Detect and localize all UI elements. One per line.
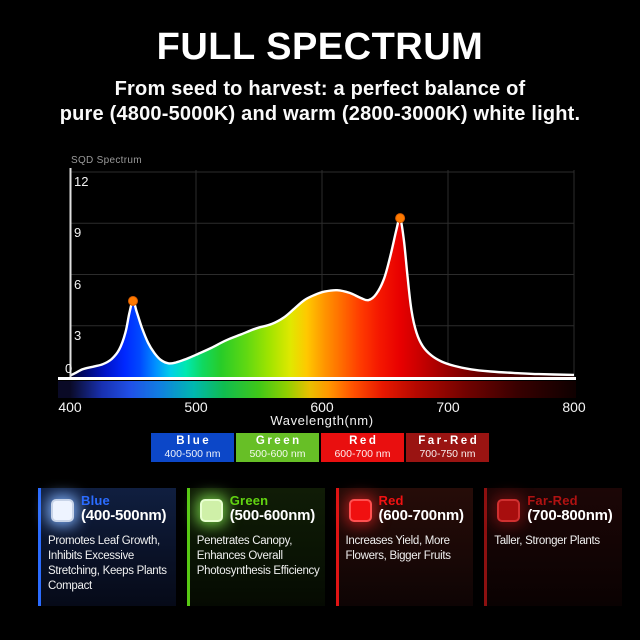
- chart-corner-label: SQD Spectrum: [71, 155, 142, 166]
- led-chip-icon: [497, 499, 521, 522]
- y-tick-label: 9: [74, 225, 82, 241]
- peak-marker: [395, 213, 406, 224]
- legend-band-blue: Blue 400-500 nm: [151, 433, 234, 462]
- page-title: FULL SPECTRUM: [156, 26, 484, 68]
- column-benefit-text: Taller, Stronger Plants: [494, 534, 600, 547]
- column-header: Far-Red (700-800nm): [494, 493, 619, 525]
- led-chip-icon: [348, 499, 372, 522]
- wavelength-legend-bar: Blue 400-500 nm Green 500-600 nm Red 600-700 …: [0, 433, 640, 462]
- benefit-column-far-red: Far-Red (700-800nm) Taller, Stronger Plant…: [484, 488, 622, 606]
- x-tick-label: 500: [184, 399, 208, 415]
- column-band-name: Blue: [81, 493, 110, 508]
- legend-band-range: 700-750 nm: [419, 448, 476, 461]
- column-benefit-text: Increases Yield, More Flowers, Bigger Fr…: [345, 534, 452, 562]
- legend-band-green: Green 500-600 nm: [236, 433, 319, 462]
- legend-band-name: Red: [349, 434, 379, 447]
- subtitle-line-1: From seed to harvest: a perfect balance …: [114, 78, 526, 100]
- x-axis-title: Wavelength(nm): [270, 413, 374, 428]
- legend-band-name: Blue: [176, 434, 212, 447]
- column-band-range: (400-500nm): [81, 507, 167, 525]
- legend-band-range: 600-700 nm: [334, 448, 391, 461]
- column-band-name: Far-Red: [527, 493, 578, 508]
- benefit-columns: Blue (400-500nm) Promotes Leaf Growth, Inh…: [38, 488, 622, 606]
- column-benefit-text: Promotes Leaf Growth, Inhibits Excessive…: [48, 534, 167, 592]
- led-chip-icon: [199, 499, 223, 522]
- spectrum-chart: [58, 168, 576, 398]
- y-tick-label: 6: [74, 276, 82, 292]
- x-tick-label: 600: [310, 399, 334, 415]
- subtitle-line-2: pure (4800-5000K) and warm (2800-3000K) …: [59, 103, 581, 125]
- y-tick-label: 0: [65, 361, 73, 376]
- x-tick-label: 400: [58, 399, 82, 415]
- column-band-name: Green: [229, 493, 269, 508]
- column-header: Red (600-700nm): [346, 493, 471, 525]
- spectrum-area: [70, 217, 574, 377]
- led-chip-icon: [51, 499, 74, 522]
- peak-marker: [128, 295, 138, 306]
- benefit-column-red: Red (600-700nm) Increases Yield, More Flow…: [335, 488, 474, 606]
- y-tick-label: 12: [74, 174, 89, 189]
- column-band-name: Red: [378, 493, 404, 508]
- legend-band-range: 500-600 nm: [249, 448, 306, 461]
- benefit-column-blue: Blue (400-500nm) Promotes Leaf Growth, Inh…: [38, 488, 176, 606]
- spectrum-curve: [69, 216, 575, 377]
- column-band-range: (600-700nm): [378, 507, 465, 525]
- column-header: Blue (400-500nm): [48, 493, 173, 525]
- benefit-column-green: Green (500-600nm) Penetrates Canopy, Enhan…: [186, 488, 325, 606]
- x-tick-label: 700: [436, 399, 460, 415]
- x-tick-label: 800: [562, 399, 586, 415]
- column-header: Green (500-600nm): [197, 493, 322, 525]
- column-band-range: (700-800nm): [527, 507, 613, 525]
- legend-band-name: Green: [255, 434, 302, 447]
- column-benefit-text: Penetrates Canopy, Enhances Overall Phot…: [196, 534, 320, 577]
- legend-band-red: Red 600-700 nm: [321, 433, 404, 462]
- legend-band-far-red: Far-Red 700-750 nm: [406, 433, 489, 462]
- y-tick-label: 3: [74, 327, 82, 343]
- legend-band-name: Far-Red: [418, 434, 480, 447]
- legend-band-range: 400-500 nm: [164, 448, 221, 461]
- column-band-range: (500-600nm): [229, 507, 316, 525]
